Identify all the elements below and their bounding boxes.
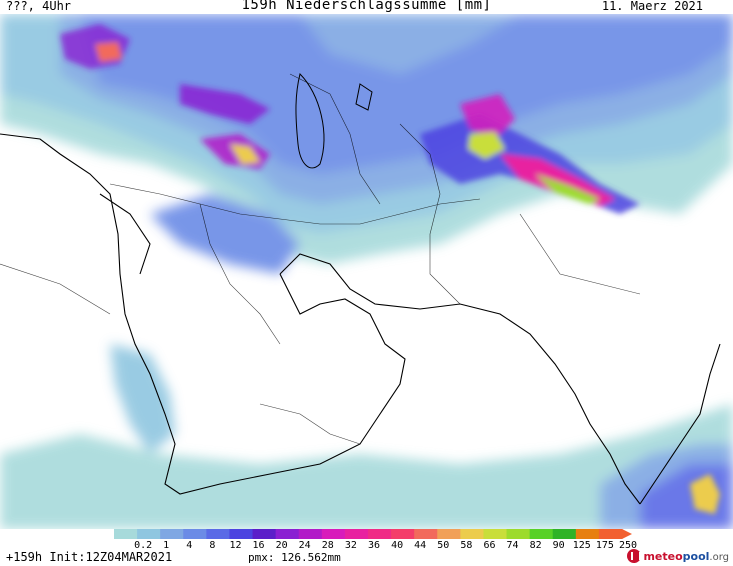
- legend-tick-label: 16: [252, 540, 265, 551]
- legend-tick-label: 74: [506, 540, 519, 551]
- legend-tick-label: 50: [437, 540, 450, 551]
- legend-swatch: [437, 529, 461, 539]
- legend-arrow: [622, 529, 632, 539]
- legend-swatch: [529, 529, 554, 539]
- coastlines: [0, 133, 721, 505]
- legend-tick-label: 175: [595, 540, 614, 551]
- meteopool-icon: [627, 549, 642, 563]
- legend-tick-label: 24: [298, 540, 311, 551]
- legend-swatch: [391, 529, 415, 539]
- legend-swatch: [252, 529, 277, 539]
- legend-swatch: [598, 529, 623, 539]
- legend-swatch: [298, 529, 323, 539]
- legend-tick-label: 58: [460, 540, 473, 551]
- legend-tick-label: 125: [572, 540, 591, 551]
- legend-swatch: [206, 529, 230, 539]
- legend-tick-label: 66: [483, 540, 496, 551]
- brand-logo[interactable]: meteopool.org: [627, 546, 729, 566]
- legend-swatch: [183, 529, 207, 539]
- legend-swatch: [460, 529, 484, 539]
- legend-swatch: [275, 529, 300, 539]
- init-label: +159h Init:12Z04MAR2021: [6, 550, 173, 564]
- legend-swatch: [368, 529, 392, 539]
- legend-tick-label: 40: [391, 540, 404, 551]
- date-label: 11. Maerz 2021: [601, 0, 703, 13]
- legend-swatch: [114, 529, 138, 539]
- lakes: [295, 73, 373, 169]
- legend-tick-label: 44: [414, 540, 427, 551]
- map-title: 159h Niederschlagssumme [mm]: [241, 0, 492, 13]
- legend-tick-label: 28: [321, 540, 334, 551]
- pmx-label: pmx: 126.562mm: [248, 551, 341, 564]
- legend-tick-label: 20: [275, 540, 288, 551]
- legend-swatch: [506, 529, 531, 539]
- legend-swatch: [137, 529, 161, 539]
- legend-tick-label: 82: [529, 540, 542, 551]
- precipitation-map: [0, 14, 733, 529]
- legend-swatch: [483, 529, 508, 539]
- legend-swatch: [229, 529, 254, 539]
- brand-text: meteopool.org: [643, 549, 729, 563]
- legend-swatch: [414, 529, 438, 539]
- legend-tick-label: 36: [367, 540, 381, 551]
- legend-colorbar: [114, 529, 632, 539]
- legend-tick-label: 250: [618, 540, 638, 551]
- legend-tick-label: 0.2: [134, 540, 153, 551]
- legend-tick-label: 4: [186, 540, 193, 551]
- legend-tick-label: 8: [209, 540, 216, 551]
- legend-labels: 0.2 1 4 8 12 16 20 24 28 32 36 40 44 50 58 66 74 82 90 125 1…: [108, 540, 638, 552]
- precip-field-light: [0, 14, 733, 529]
- borders: [0, 73, 641, 445]
- legend-tick-label: 1: [163, 540, 170, 551]
- legend-swatch: [160, 529, 184, 539]
- legend-swatch: [575, 529, 600, 539]
- legend-tick-label: 12: [229, 540, 242, 551]
- legend-tick-label: 32: [344, 540, 357, 551]
- legend-swatch: [321, 529, 346, 539]
- time-label: ???, 4Uhr: [6, 0, 72, 13]
- legend-swatch: [552, 529, 577, 539]
- legend-swatch: [344, 529, 369, 539]
- legend-tick-label: 90: [552, 540, 565, 551]
- precip-field-heavy: [60, 24, 720, 514]
